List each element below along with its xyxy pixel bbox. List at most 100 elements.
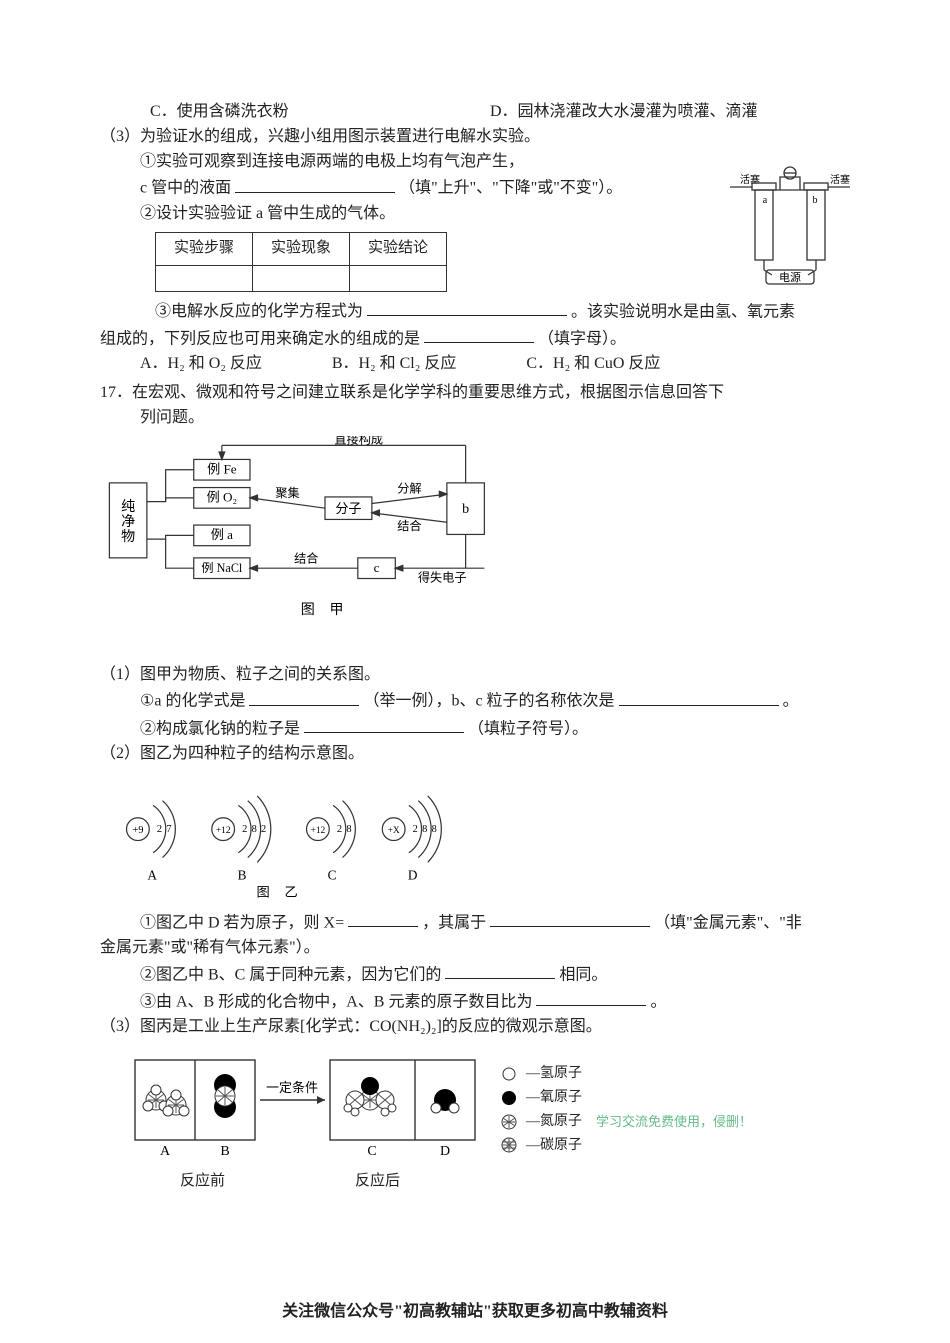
bing-sub: 反应前 反应后 bbox=[180, 1170, 850, 1193]
svg-text:净: 净 bbox=[121, 514, 135, 530]
svg-text:聚集: 聚集 bbox=[275, 485, 299, 500]
svg-text:例 a: 例 a bbox=[211, 528, 233, 543]
q3-intro: （3）为验证水的组成，兴趣小组用图示装置进行电解水实验。 bbox=[100, 125, 850, 150]
cell-step[interactable] bbox=[156, 265, 253, 291]
svg-text:2: 2 bbox=[157, 824, 162, 835]
svg-text:+12: +12 bbox=[310, 826, 325, 836]
text: ③电解水反应的化学方程式为 bbox=[155, 303, 363, 320]
svg-text:活塞: 活塞 bbox=[740, 173, 760, 186]
text: ②构成氯化钠的粒子是 bbox=[140, 720, 300, 737]
figure-jia: 纯 净 物 例 Fe 例 O₂ 例 a 例 NaCl 直接构成 分子 聚集 分解… bbox=[100, 436, 550, 624]
svg-text:电源: 电源 bbox=[779, 270, 801, 284]
svg-text:A: A bbox=[147, 867, 157, 882]
electrolysis-apparatus-icon: a b 活塞 活塞 电源 bbox=[730, 155, 850, 305]
q17-stem1: 17．在宏观、微观和符号之间建立联系是化学学科的重要思维方式，根据图示信息回答下 bbox=[100, 381, 850, 406]
legend-H: —氢原子 bbox=[500, 1062, 752, 1086]
th-phenomenon: 实验现象 bbox=[253, 233, 350, 265]
text: —氢原子 bbox=[526, 1062, 582, 1086]
svg-text:b: b bbox=[813, 195, 818, 206]
svg-text:一定条件: 一定条件 bbox=[266, 1080, 318, 1095]
svg-text:8: 8 bbox=[252, 824, 257, 835]
svg-text:例 Fe: 例 Fe bbox=[207, 462, 237, 477]
th-conclusion: 实验结论 bbox=[350, 233, 447, 265]
svg-text:例 NaCl: 例 NaCl bbox=[201, 561, 243, 575]
svg-text:图 甲: 图 甲 bbox=[301, 603, 349, 619]
text: 。 bbox=[650, 993, 666, 1010]
blank-c-tube[interactable] bbox=[235, 174, 395, 192]
q17-p1-head: （1）图甲为物质、粒子之间的关系图。 bbox=[100, 663, 850, 688]
figure-yi: +9 27 +12 282 +12 28 +X 288 A B C D 图 乙 bbox=[100, 777, 460, 900]
option-D: D．园林浇灌改大水漫灌为喷灌、滴灌 bbox=[490, 100, 758, 125]
svg-text:活塞: 活塞 bbox=[830, 173, 850, 186]
text: ①a 的化学式是 bbox=[140, 693, 245, 710]
svg-text:a: a bbox=[763, 195, 768, 206]
blank-element-type[interactable] bbox=[490, 909, 650, 927]
blank-ratio[interactable] bbox=[536, 988, 646, 1006]
text: 列问题。 bbox=[140, 409, 204, 426]
text: （填粒子符号）。 bbox=[468, 720, 588, 737]
option-A: A．H₂ 和 O₂ 反应 bbox=[140, 352, 262, 377]
table-row: 实验步骤 实验现象 实验结论 bbox=[156, 233, 447, 265]
q17-p1-l2: ②构成氯化钠的粒子是 （填粒子符号）。 bbox=[140, 715, 850, 742]
q17-p2-l1: ①图乙中 D 若为原子，则 X= ，其属于 （填"金属元素"、"非 bbox=[140, 909, 850, 936]
svg-text:+X: +X bbox=[388, 826, 400, 836]
svg-text:直接构成: 直接构成 bbox=[334, 436, 383, 447]
svg-text:分解: 分解 bbox=[397, 482, 421, 496]
text: ③由 A、B 形成的化合物中，A、B 元素的原子数目比为 bbox=[140, 993, 532, 1010]
blank-same[interactable] bbox=[445, 961, 555, 979]
q3-options: A．H₂ 和 O₂ 反应 B．H₂ 和 Cl₂ 反应 C．H₂ 和 CuO 反应 bbox=[140, 352, 850, 377]
svg-text:2: 2 bbox=[337, 824, 342, 835]
option-C: C．使用含磷洗衣粉 bbox=[150, 100, 450, 125]
legend-C: —碳原子 bbox=[500, 1134, 752, 1158]
svg-text:纯: 纯 bbox=[121, 499, 135, 515]
svg-text:C: C bbox=[367, 1144, 376, 1159]
svg-text:8: 8 bbox=[422, 824, 427, 835]
text: 。 bbox=[783, 693, 799, 710]
cell-phenomenon[interactable] bbox=[253, 265, 350, 291]
svg-text:B: B bbox=[220, 1144, 229, 1159]
figure-bing-wrap: 一定条件 bbox=[130, 1050, 850, 1170]
blank-equation[interactable] bbox=[367, 298, 567, 316]
q17-p2-head: （2）图乙为四种粒子的结构示意图。 bbox=[100, 742, 850, 767]
svg-text:2: 2 bbox=[413, 824, 418, 835]
text: 相同。 bbox=[559, 966, 607, 983]
svg-text:8: 8 bbox=[346, 824, 351, 835]
text: （填字母）。 bbox=[538, 330, 626, 347]
q17-p2-l1-wrap: 金属元素"或"稀有气体元素"）。 bbox=[100, 936, 850, 961]
blank-nacl-particles[interactable] bbox=[304, 715, 464, 733]
blank-a-formula[interactable] bbox=[249, 687, 359, 705]
blank-X[interactable] bbox=[348, 909, 418, 927]
legend-bing: —氢原子 —氧原子 —氮原子 学习交流免费使用，侵删！ —碳原子 bbox=[500, 1062, 752, 1157]
svg-text:物: 物 bbox=[121, 529, 135, 545]
q17-p3-head: （3）图丙是工业上生产尿素[化学式：CO(NH₂)₂]的反应的微观示意图。 bbox=[100, 1015, 850, 1040]
svg-text:例 O₂: 例 O₂ bbox=[207, 490, 237, 505]
q17-p2-l3: ③由 A、B 形成的化合物中，A、B 元素的原子数目比为 。 bbox=[140, 988, 850, 1015]
option-C: C．H₂ 和 CuO 反应 bbox=[526, 352, 660, 377]
svg-text:7: 7 bbox=[166, 824, 171, 835]
text: （填"金属元素"、"非 bbox=[654, 914, 802, 931]
top-options: C．使用含磷洗衣粉 D．园林浇灌改大水漫灌为喷灌、滴灌 bbox=[150, 100, 850, 125]
text: 。该实验说明水是由氢、氧元素 bbox=[571, 303, 795, 320]
cell-conclusion[interactable] bbox=[350, 265, 447, 291]
blank-letter[interactable] bbox=[424, 325, 534, 343]
q17-stem2: 列问题。 bbox=[140, 406, 850, 431]
page-footer: 关注微信公众号"初高教辅站"获取更多初高中教辅资料 bbox=[0, 1300, 950, 1325]
svg-text:2: 2 bbox=[261, 824, 266, 835]
text: （举一例），b、c 粒子的名称依次是 bbox=[363, 693, 614, 710]
table-row bbox=[156, 265, 447, 291]
svg-text:+9: +9 bbox=[132, 825, 143, 836]
below-before: 反应前 bbox=[180, 1170, 225, 1193]
svg-text:8: 8 bbox=[432, 824, 437, 835]
text: —氧原子 bbox=[526, 1086, 582, 1110]
svg-text:+12: +12 bbox=[216, 826, 231, 836]
text: 组成的，下列反应也可用来确定水的组成的是 bbox=[100, 330, 420, 347]
blank-bc-name[interactable] bbox=[619, 687, 779, 705]
th-step: 实验步骤 bbox=[156, 233, 253, 265]
svg-text:结合: 结合 bbox=[294, 551, 318, 566]
svg-text:c: c bbox=[374, 560, 380, 575]
svg-text:D: D bbox=[408, 867, 418, 882]
q3-composition-line: 组成的，下列反应也可用来确定水的组成的是 （填字母）。 bbox=[100, 325, 850, 352]
text: c 管中的液面 bbox=[140, 180, 231, 197]
figure-bing: 一定条件 bbox=[130, 1050, 480, 1170]
legend-O: —氧原子 bbox=[500, 1086, 752, 1110]
